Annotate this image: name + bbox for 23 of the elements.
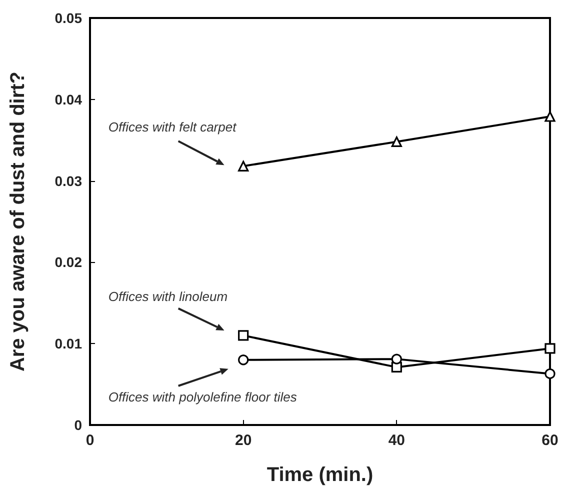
y-tick-label: 0.05 <box>54 10 82 26</box>
text: Offices with felt carpet <box>108 120 238 135</box>
y-tick-label: 0.02 <box>54 254 82 270</box>
point <box>391 136 402 148</box>
y-tick-label: 0 <box>74 417 82 433</box>
y-tick-label: 0.04 <box>54 91 82 108</box>
point <box>238 330 249 341</box>
y-tick-label: 0.03 <box>54 172 82 189</box>
point <box>544 343 556 354</box>
x-axis-title: Time (min.) <box>266 464 374 486</box>
x-tick-label: 40 <box>388 432 406 449</box>
y-tick-label: 0.01 <box>54 336 82 352</box>
point <box>544 368 556 380</box>
x-tick-label: 20 <box>234 432 252 449</box>
point <box>391 354 402 364</box>
point <box>238 160 249 172</box>
point <box>238 354 249 366</box>
x-tick-label: 0 <box>86 432 94 449</box>
text: Offices with linoleum <box>108 288 228 304</box>
x-tick-label: 60 <box>542 432 558 449</box>
text: Offices with polyolefine floor tiles <box>108 389 298 404</box>
point <box>544 111 556 122</box>
y-axis-title: Are you aware of dust and dirt? <box>7 71 29 372</box>
